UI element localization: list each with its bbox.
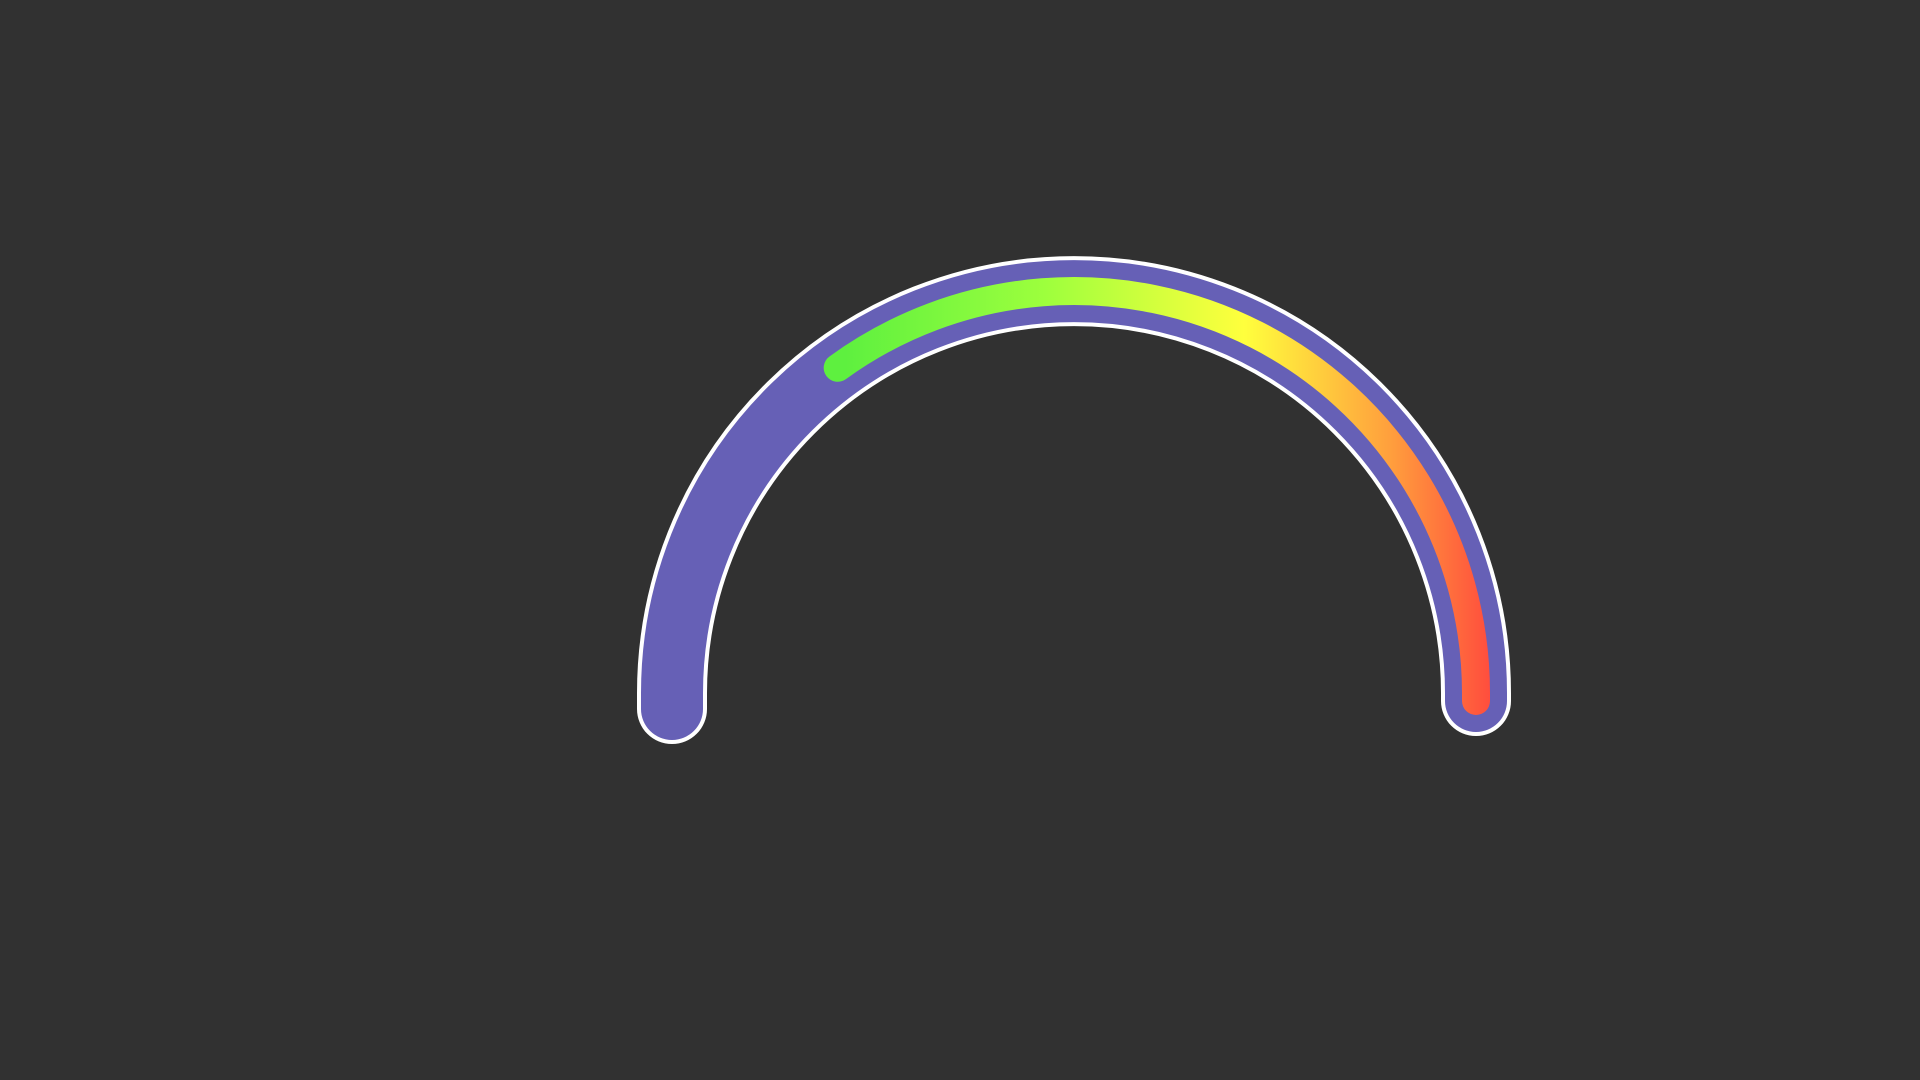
gauge-value-fill bbox=[823, 277, 1490, 715]
gauge-track bbox=[641, 260, 1507, 740]
gauge-outline bbox=[637, 256, 1511, 744]
